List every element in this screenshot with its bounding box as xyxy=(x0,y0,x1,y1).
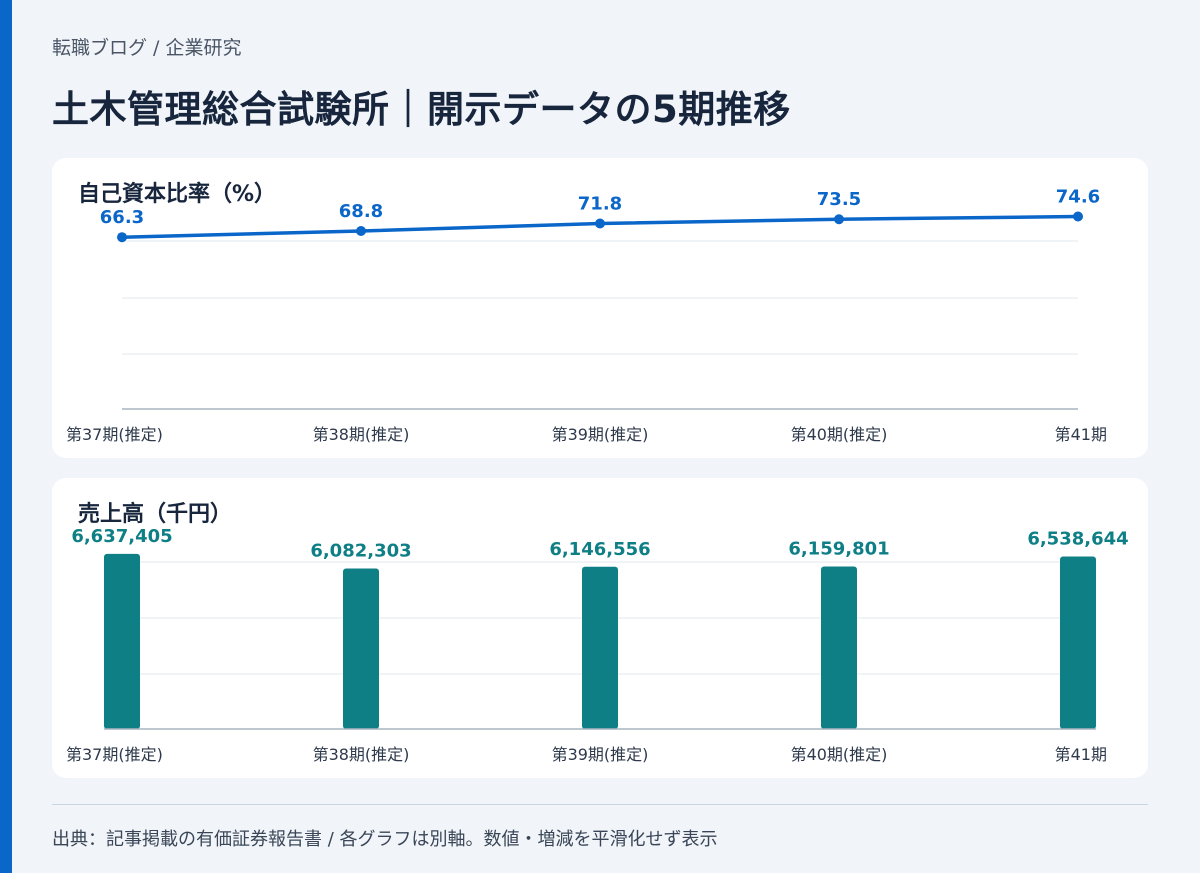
equity-ratio-card: 自己資本比率（%） 66.3 68.8 71.8 73.5 74.6 第37期(推定) 第3… xyxy=(52,158,1148,458)
revenue-card: 売上高（千円） 6,637,405 6,082,303 6,146,556 6,159… xyxy=(52,478,1148,778)
x-tick-label: 第39期(推定) xyxy=(552,425,649,444)
data-label: 6,637,405 xyxy=(71,526,172,547)
x-tick-label: 第38期(推定) xyxy=(313,745,410,764)
x-tick-label: 第38期(推定) xyxy=(313,425,410,444)
data-point xyxy=(834,214,844,225)
revenue-chart-title: 売上高（千円） xyxy=(78,502,233,527)
data-label: 6,538,644 xyxy=(1027,528,1128,549)
data-label: 6,146,556 xyxy=(549,539,650,560)
data-label: 73.5 xyxy=(817,189,861,210)
x-tick-label: 第37期(推定) xyxy=(66,425,163,444)
data-point xyxy=(117,232,127,243)
data-label: 74.6 xyxy=(1056,186,1100,207)
equity-ratio-chart-title: 自己資本比率（%） xyxy=(78,182,277,207)
equity-ratio-line-chart: 66.3 68.8 71.8 73.5 74.6 第37期(推定) 第38期(推定) 第39期… xyxy=(66,186,1107,444)
data-label: 66.3 xyxy=(100,207,144,228)
x-tick-label: 第39期(推定) xyxy=(552,745,649,764)
x-tick-label: 第40期(推定) xyxy=(791,745,888,764)
data-label: 6,082,303 xyxy=(310,540,411,561)
revenue-bar xyxy=(1060,556,1096,729)
page-title: 土木管理総合試験所｜開示データの5期推移 xyxy=(52,88,791,131)
breadcrumb[interactable]: 転職ブログ / 企業研究 xyxy=(52,37,242,59)
accent-bar xyxy=(0,0,12,873)
revenue-bar-chart: 6,637,405 6,082,303 6,146,556 6,159,801 6,53… xyxy=(66,526,1129,764)
x-tick-label: 第37期(推定) xyxy=(66,745,163,764)
revenue-bar xyxy=(582,566,618,729)
data-point xyxy=(356,225,366,236)
revenue-bar xyxy=(343,568,379,729)
revenue-bar xyxy=(104,553,140,729)
x-tick-label: 第41期 xyxy=(1055,425,1107,444)
data-label: 68.8 xyxy=(339,201,383,222)
data-label: 71.8 xyxy=(578,193,622,214)
revenue-bar xyxy=(821,566,857,729)
source-footnote: 出典：記事掲載の有価証券報告書 / 各グラフは別軸。数値・増減を平滑化せず表示 xyxy=(52,829,718,850)
footer-divider xyxy=(52,804,1148,805)
x-tick-label: 第41期 xyxy=(1055,745,1107,764)
x-tick-label: 第40期(推定) xyxy=(791,425,888,444)
data-point xyxy=(1073,211,1083,222)
data-point xyxy=(595,218,605,229)
data-label: 6,159,801 xyxy=(788,538,889,559)
